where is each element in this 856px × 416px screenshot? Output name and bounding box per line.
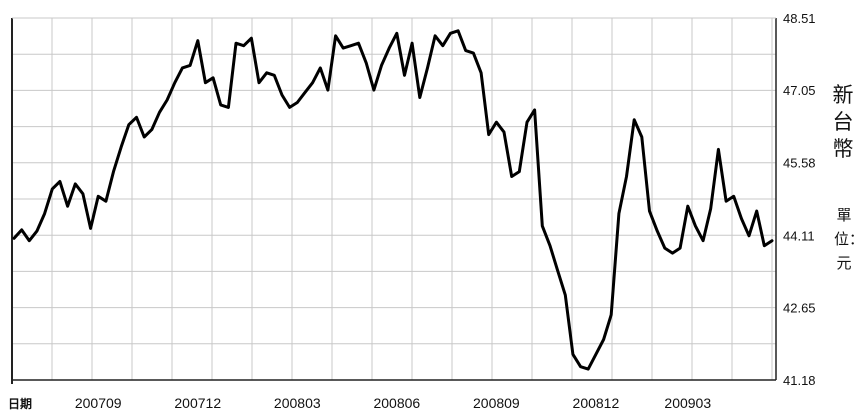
x-tick-label: 200812 <box>573 395 620 411</box>
x-tick-label: 200803 <box>274 395 321 411</box>
x-tick-label: 200806 <box>373 395 420 411</box>
date-axis-label: 日期 <box>8 396 32 411</box>
x-tick-label: 200903 <box>664 395 711 411</box>
x-tick-label: 200709 <box>75 395 122 411</box>
price-series-line <box>12 29 774 371</box>
chart-grid <box>11 17 777 384</box>
y-tick-label: 42.65 <box>783 300 816 315</box>
y-tick-label: 44.11 <box>783 228 815 243</box>
y-tick-label: 45.58 <box>783 156 816 171</box>
x-axis-ticks: 200709 200712 200803 200806 200809 200812 2009… <box>75 395 711 411</box>
chart-series <box>12 29 774 371</box>
y-tick-label: 47.05 <box>783 83 816 98</box>
currency-label: 新台幣 <box>832 83 854 161</box>
x-tick-label: 200712 <box>174 395 221 411</box>
y-tick-label: 41.18 <box>783 373 816 388</box>
y-axis-ticks: 48.51 47.05 45.58 44.11 42.65 41.18 <box>783 11 816 388</box>
x-tick-label: 200809 <box>473 395 520 411</box>
unit-label: 單位：元 <box>834 206 856 272</box>
y-tick-label: 48.51 <box>783 11 816 26</box>
